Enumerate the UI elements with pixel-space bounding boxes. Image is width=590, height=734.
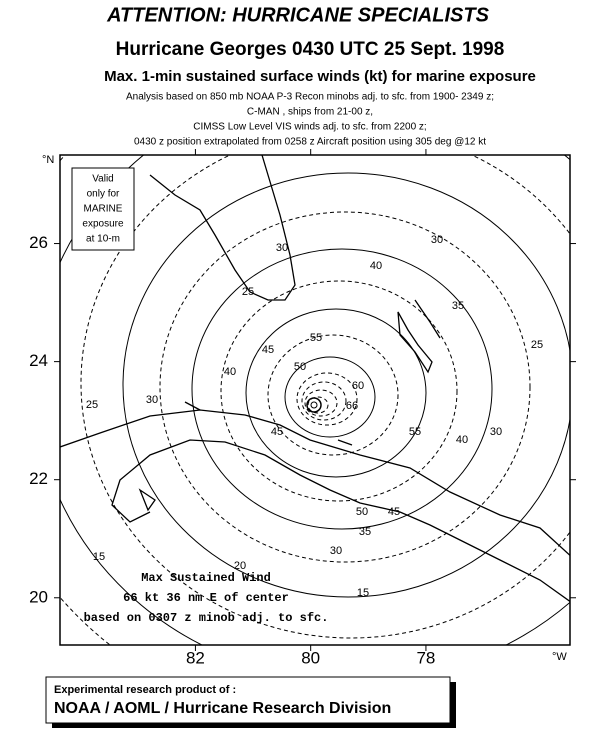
contour-label: 30 (330, 545, 342, 557)
validity-note: MARINE (84, 204, 123, 215)
contours (60, 155, 570, 645)
contour-label: 35 (452, 300, 464, 312)
validity-note: exposure (82, 219, 124, 230)
cuba-coast (60, 409, 570, 603)
heading: Max. 1-min sustained surface winds (kt) … (104, 68, 536, 85)
isotach (80, 155, 570, 639)
contour-label: 66 (346, 400, 358, 412)
contour-label: 25 (86, 399, 98, 411)
isotach (220, 280, 458, 502)
contour-label: 25 (531, 339, 543, 351)
validity-note: only for (87, 189, 120, 200)
lon-tick-label: 78 (416, 648, 435, 667)
max-wind-note: Max Sustained Wind (141, 571, 271, 585)
footer-box (45, 676, 451, 724)
isotach (304, 389, 338, 417)
map-frame (59, 154, 571, 646)
contour-label: 20 (234, 560, 246, 572)
validity-box (71, 167, 135, 251)
lat-tick-label: 22 (29, 469, 48, 488)
validity-note: at 10-m (86, 234, 120, 245)
lat-tick-label: 24 (29, 351, 48, 370)
contour-label: 35 (359, 526, 371, 538)
isotach (122, 172, 570, 598)
isotach (301, 381, 347, 421)
contour-label: 30 (490, 426, 502, 438)
note: 0430 z position extrapolated from 0258 z… (134, 137, 486, 148)
contour-label: 45 (262, 344, 274, 356)
title: ATTENTION: HURRICANE SPECIALISTS (106, 4, 490, 26)
isotach (267, 334, 399, 456)
contour-label: 50 (356, 506, 368, 518)
lat-tick-label: 26 (29, 233, 48, 252)
note: C-MAN , ships from 21-00 z, (247, 107, 373, 118)
contour-label: 25 (242, 286, 254, 298)
note: Analysis based on 850 mb NOAA P-3 Recon … (126, 92, 494, 103)
contour-label: 50 (294, 361, 306, 373)
contour-label: 60 (352, 380, 364, 392)
footer-label: Experimental research product of : (54, 684, 236, 696)
contour-label: 30 (276, 242, 288, 254)
contour-label: 45 (388, 506, 400, 518)
lon-tick-label: 82 (186, 648, 205, 667)
validity-note: Valid (92, 174, 114, 185)
coastlines (60, 155, 570, 603)
contour-label: 15 (357, 587, 369, 599)
isotach (284, 356, 376, 438)
islands (138, 299, 441, 512)
lat-tick-label: 20 (29, 587, 48, 606)
isotach (296, 372, 358, 426)
lon-tick-label: 80 (301, 648, 320, 667)
contour-label: 40 (224, 366, 236, 378)
max-wind-note: 66 kt 36 nm E of center (123, 591, 289, 605)
note: CIMSS Low Level VIS winds adj. to sfc. f… (193, 122, 426, 133)
contour-label: 55 (310, 332, 322, 344)
contour-label: 40 (456, 434, 468, 446)
lat-unit: °N (42, 154, 54, 166)
max-wind-note: based on 0307 z minob adj. to sfc. (84, 611, 329, 625)
contour-label: 15 (93, 551, 105, 563)
isotach (245, 308, 427, 478)
contour-label: 30 (431, 234, 443, 246)
lon-unit: °W (552, 651, 567, 663)
subtitle: Hurricane Georges 0430 UTC 25 Sept. 1998 (116, 39, 505, 60)
isotach (307, 396, 329, 414)
footer-organization: NOAA / AOML / Hurricane Research Divisio… (54, 700, 391, 717)
contour-label: 40 (370, 260, 382, 272)
florida-coast (149, 155, 296, 301)
isotach (191, 248, 493, 530)
contour-label: 30 (146, 394, 158, 406)
contour-label: 45 (271, 426, 283, 438)
isotach (159, 211, 531, 563)
contour-label: 55 (409, 426, 421, 438)
storm-center (306, 397, 322, 413)
